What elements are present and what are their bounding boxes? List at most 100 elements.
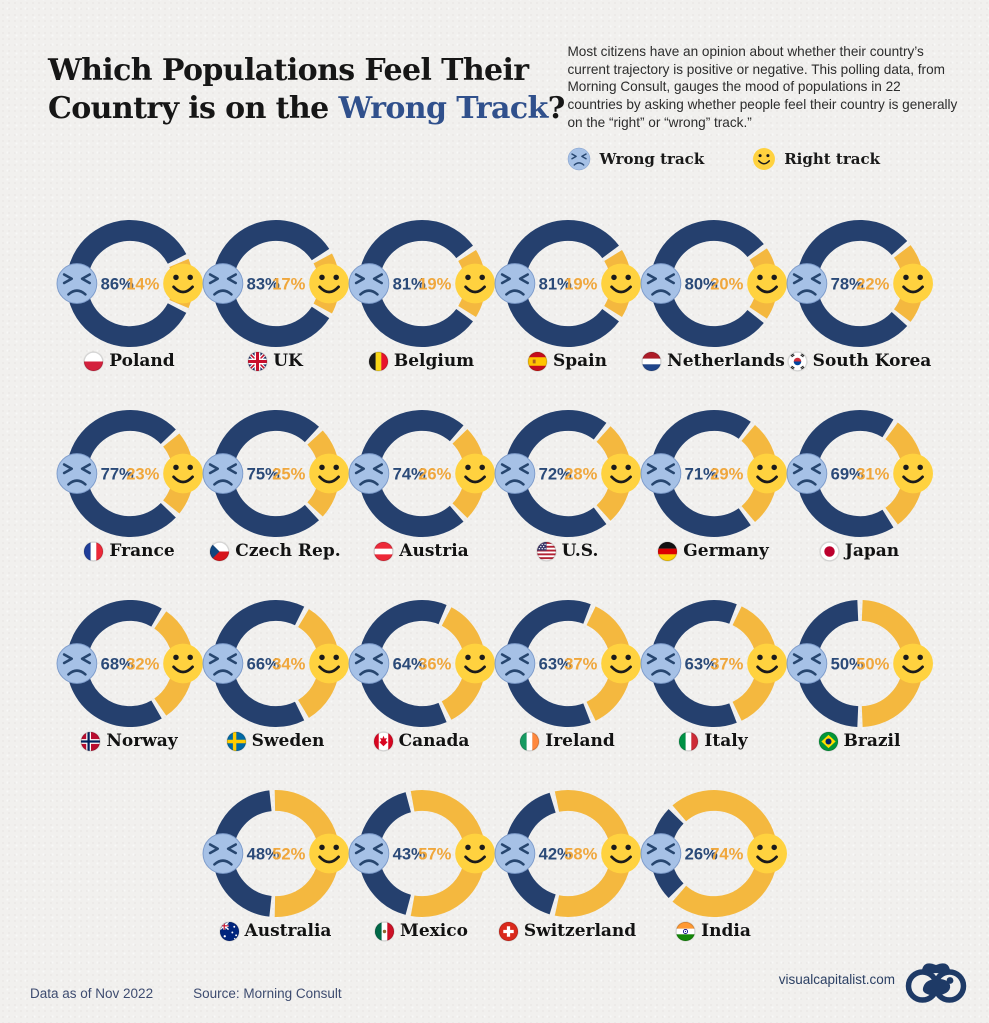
right-pct-label: 14% xyxy=(126,275,159,294)
donut-chart: 81% 19% xyxy=(348,220,495,348)
country-label: Australia xyxy=(244,921,332,942)
happy-face-icon xyxy=(892,453,933,494)
country-label-row: Czech Rep. xyxy=(210,539,341,563)
country-chart-card: 43% 57% Mexico xyxy=(348,790,495,943)
subtitle-text: Most citizens have an opinion about whet… xyxy=(567,44,958,130)
sad-face-icon xyxy=(640,643,681,685)
wrong-pct-label: 64% xyxy=(392,655,425,674)
country-chart-card: 26% 74% India xyxy=(640,790,787,943)
donut-chart: 26% 74% xyxy=(640,790,787,918)
country-chart-card: 71% 29% Germany xyxy=(640,410,787,563)
sad-face-icon xyxy=(348,453,389,495)
right-pct-label: 50% xyxy=(856,655,889,674)
country-label: U.S. xyxy=(561,541,599,562)
happy-face-icon xyxy=(162,453,203,494)
country-label-row: Germany xyxy=(658,539,769,563)
country-label: Spain xyxy=(553,351,607,372)
right-pct-label: 34% xyxy=(272,655,305,674)
footer-branding: visualcapitalist.com xyxy=(779,958,967,1009)
country-chart-card: 81% 19% Belgium xyxy=(348,220,495,373)
country-label-row: Belgium xyxy=(368,349,474,373)
donut-chart: 83% 17% xyxy=(202,220,349,348)
sad-face-icon xyxy=(202,833,243,875)
country-label-row: Austria xyxy=(374,539,469,563)
right-pct-label: 36% xyxy=(418,655,451,674)
happy-face-icon xyxy=(600,644,641,684)
country-label-row: South Korea xyxy=(787,349,931,373)
sad-face-icon xyxy=(56,643,97,685)
country-label-row: Italy xyxy=(679,729,748,753)
austria-flag-icon xyxy=(374,541,394,561)
right-pct-label: 37% xyxy=(710,655,743,674)
donut-chart: 42% 58% xyxy=(494,790,641,918)
happy-face-icon xyxy=(892,263,933,304)
donut-chart: 80% 20% xyxy=(640,220,787,348)
country-label-row: UK xyxy=(248,349,303,373)
country-label: Norway xyxy=(106,731,178,752)
poland-flag-icon xyxy=(84,351,104,371)
happy-face-icon xyxy=(162,263,203,304)
wrong-pct-label: 81% xyxy=(538,275,571,294)
donut-chart: 43% 57% xyxy=(348,790,495,918)
country-chart-card: 68% 32% Norway xyxy=(56,600,203,753)
sad-face-icon xyxy=(494,453,535,495)
country-label: Sweden xyxy=(251,731,325,752)
right-pct-label: 29% xyxy=(710,465,743,484)
right-pct-label: 32% xyxy=(126,655,159,674)
country-label-row: Mexico xyxy=(375,919,468,943)
chart-row: 48% 52% Australia 43% 57% Mexico xyxy=(0,790,989,943)
country-label-row: U.S. xyxy=(536,539,599,563)
title-line1: Which Populations Feel Their xyxy=(48,53,529,88)
right-pct-label: 20% xyxy=(710,275,743,294)
data-note: Data as of Nov 2022 xyxy=(30,986,154,1001)
country-chart-card: 48% 52% Australia xyxy=(202,790,349,943)
legend: Wrong track Right track xyxy=(567,147,959,171)
happy-face-icon xyxy=(892,644,933,684)
sad-face-icon xyxy=(786,643,827,685)
right-pct-label: 26% xyxy=(418,465,451,484)
donut-chart: 75% 25% xyxy=(202,410,349,538)
legend-label-wrong: Wrong track xyxy=(599,150,705,169)
wrong-pct-label: 81% xyxy=(392,275,425,294)
right-pct-label: 37% xyxy=(564,655,597,674)
legend-item-wrong-track: Wrong track xyxy=(567,147,704,171)
happy-face-icon xyxy=(308,644,349,684)
norway-flag-icon xyxy=(81,731,101,751)
czech-flag-icon xyxy=(210,541,230,561)
title-accent: Wrong Track xyxy=(338,90,548,126)
sad-face-icon xyxy=(786,263,827,305)
wrong-pct-label: 80% xyxy=(684,275,717,294)
japan-flag-icon xyxy=(819,541,839,561)
sad-face-icon xyxy=(202,643,243,685)
country-label: Netherlands xyxy=(667,351,785,372)
happy-face-icon xyxy=(454,263,495,304)
sad-face-icon xyxy=(494,833,535,875)
happy-face-icon xyxy=(454,453,495,494)
wrong-pct-label: 50% xyxy=(830,655,863,674)
site-url: visualcapitalist.com xyxy=(778,972,895,987)
country-label-row: Poland xyxy=(84,349,175,373)
right-pct-label: 17% xyxy=(272,275,305,294)
happy-face-icon xyxy=(600,453,641,494)
country-chart-card: 50% 50% Brazil xyxy=(786,600,933,753)
happy-face-icon xyxy=(454,644,495,684)
country-label-row: France xyxy=(84,539,175,563)
title-line2-prefix: Country is on the xyxy=(48,90,339,126)
legend-item-right-track: Right track xyxy=(752,147,880,171)
us-flag-icon xyxy=(536,541,556,561)
switzerland-flag-icon xyxy=(498,921,518,941)
donut-chart: 74% 26% xyxy=(348,410,495,538)
wrong-pct-label: 69% xyxy=(830,465,863,484)
sad-face-icon xyxy=(640,833,681,875)
sad-face-icon xyxy=(494,643,535,685)
country-label: Italy xyxy=(704,731,748,752)
country-chart-card: 80% 20% Netherlands xyxy=(640,220,787,373)
happy-face-icon xyxy=(454,834,495,874)
donut-chart: 78% 22% xyxy=(786,220,933,348)
sad-face-icon xyxy=(640,263,681,305)
country-chart-card: 75% 25% Czech Rep. xyxy=(202,410,349,563)
page-title: Which Populations Feel Their Country is o… xyxy=(48,52,567,171)
southkorea-flag-icon xyxy=(787,351,807,371)
wrong-pct-label: 66% xyxy=(246,655,279,674)
